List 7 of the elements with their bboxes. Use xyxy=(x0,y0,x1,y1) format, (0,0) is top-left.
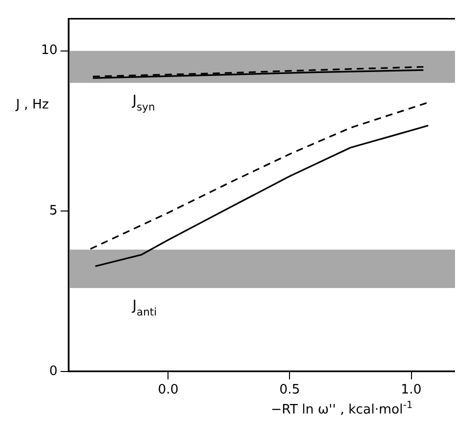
x-tick-label: 0.0 xyxy=(158,382,179,398)
y-tick-label: 10 xyxy=(40,43,58,58)
y-tick-label: 5 xyxy=(49,204,58,218)
x-tick-label: 1.0 xyxy=(400,382,422,398)
y-tick-label: 0 xyxy=(49,364,58,379)
y-axis-title: J , Hz xyxy=(15,98,50,113)
x-tick-label: 0.5 xyxy=(279,382,300,398)
